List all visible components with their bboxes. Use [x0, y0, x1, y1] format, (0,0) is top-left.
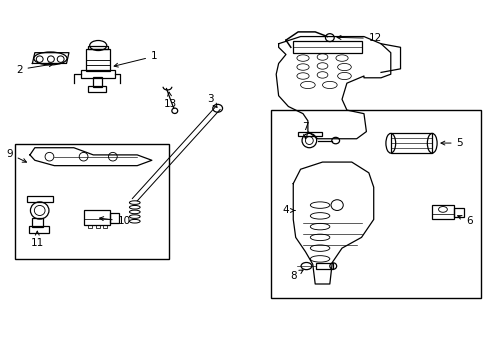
Bar [81, 70, 115, 78]
Bar [110, 213, 119, 223]
Text: 5: 5 [440, 138, 462, 148]
Text: 12: 12 [336, 33, 381, 43]
Bar [88, 45, 108, 49]
Bar [271, 110, 480, 298]
Bar [26, 196, 53, 202]
Bar [32, 218, 43, 226]
Bar [453, 208, 463, 217]
Text: 7: 7 [302, 122, 308, 139]
Text: 6: 6 [457, 216, 472, 226]
Bar [83, 211, 110, 225]
Bar [86, 49, 110, 71]
Text: 1: 1 [114, 51, 157, 67]
Bar [96, 225, 100, 228]
Text: 2: 2 [16, 63, 53, 75]
Bar [88, 86, 105, 92]
Text: 4: 4 [282, 206, 294, 216]
Text: 3: 3 [206, 94, 217, 107]
Bar [316, 263, 332, 269]
Text: 9: 9 [6, 149, 26, 162]
Bar [29, 226, 49, 233]
Text: 13: 13 [163, 92, 177, 109]
Text: 8: 8 [289, 270, 303, 281]
Bar [103, 225, 107, 228]
Bar [293, 41, 361, 53]
Bar [390, 134, 431, 153]
Bar [431, 205, 453, 220]
Text: 10: 10 [100, 216, 131, 226]
Text: 11: 11 [31, 231, 44, 248]
Bar [93, 77, 102, 87]
Bar [15, 144, 168, 259]
Bar [88, 225, 92, 228]
Bar [298, 132, 321, 136]
